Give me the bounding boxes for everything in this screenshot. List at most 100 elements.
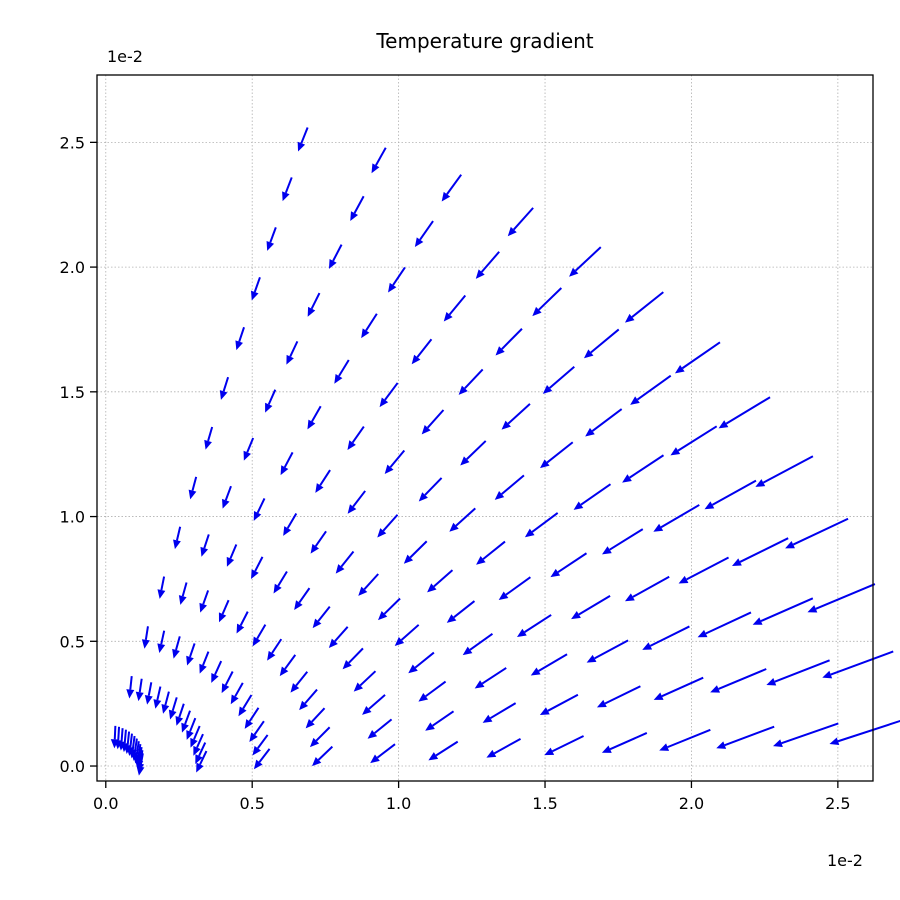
vector-arrow xyxy=(822,650,894,679)
y-tick-label: 1.0 xyxy=(60,508,85,527)
vector-arrow xyxy=(218,599,230,623)
grid-lines xyxy=(97,75,873,781)
vector-arrow xyxy=(243,437,255,461)
arrow-shaft xyxy=(332,244,343,262)
arrow-head xyxy=(312,756,322,767)
arrow-shaft xyxy=(256,624,267,640)
arrow-head xyxy=(250,290,259,301)
vector-arrow xyxy=(178,582,188,605)
arrow-head xyxy=(161,704,170,714)
arrow-shaft xyxy=(203,534,210,549)
vector-arrow xyxy=(362,694,386,715)
vector-arrow xyxy=(110,725,119,749)
arrow-head xyxy=(279,666,289,677)
arrow-shaft xyxy=(837,719,900,743)
arrow-head xyxy=(544,747,555,756)
arrow-head xyxy=(674,364,685,374)
arrow-head xyxy=(583,349,594,359)
arrow-shaft xyxy=(424,477,443,496)
arrow-shaft xyxy=(242,694,253,710)
arrow-shaft xyxy=(389,449,406,468)
arrow-shaft xyxy=(489,702,517,720)
arrow-shaft xyxy=(416,338,433,358)
arrow-shaft xyxy=(156,686,162,701)
vector-arrow xyxy=(697,611,752,638)
vector-arrow xyxy=(421,409,445,435)
arrow-shaft xyxy=(609,732,648,751)
arrow-shaft xyxy=(774,659,830,683)
arrow-shaft xyxy=(426,409,445,429)
arrow-head xyxy=(243,450,251,461)
arrow-head xyxy=(342,660,352,670)
arrow-shaft xyxy=(202,590,210,605)
arrow-shaft xyxy=(538,287,563,311)
arrow-shaft xyxy=(246,437,255,453)
vector-arrow xyxy=(474,667,507,689)
vector-arrow xyxy=(601,732,648,753)
vector-arrow xyxy=(501,403,531,430)
arrow-shaft xyxy=(129,733,133,748)
vector-arrow xyxy=(172,636,181,659)
arrow-shaft xyxy=(315,726,331,742)
arrow-head xyxy=(347,504,357,514)
arrow-shaft xyxy=(376,743,396,759)
arrow-head xyxy=(371,163,380,174)
vector-arrow xyxy=(704,479,757,510)
vector-arrow xyxy=(175,703,185,726)
arrow-shaft xyxy=(632,575,670,598)
vector-arrow xyxy=(785,517,849,549)
arrow-shaft xyxy=(414,651,435,669)
vector-arrow xyxy=(157,630,166,653)
arrow-head xyxy=(199,663,207,674)
vector-arrow xyxy=(384,449,406,475)
arrow-head xyxy=(190,737,198,748)
vector-arrow xyxy=(238,694,253,717)
vector-arrow xyxy=(829,719,900,746)
arrow-shaft xyxy=(629,454,665,479)
arrow-shaft xyxy=(234,682,244,697)
arrow-head xyxy=(168,709,177,720)
vector-arrow xyxy=(305,707,326,729)
arrow-head xyxy=(602,546,612,555)
vector-arrow xyxy=(273,570,288,594)
vector-arrow xyxy=(307,405,322,430)
vector-arrow xyxy=(286,340,299,365)
vector-arrow xyxy=(370,743,396,764)
arrow-head xyxy=(822,670,833,679)
vector-arrow xyxy=(517,614,552,638)
vector-arrow xyxy=(573,483,612,510)
arrow-shaft xyxy=(557,552,588,573)
arrow-head xyxy=(193,745,201,756)
arrow-head xyxy=(532,306,542,317)
vector-arrow xyxy=(250,277,261,301)
arrow-shaft xyxy=(590,328,620,354)
arrow-shaft xyxy=(238,326,245,342)
arrow-head xyxy=(428,752,439,761)
vector-arrow xyxy=(328,626,349,649)
arrow-shaft xyxy=(551,735,584,753)
vector-arrow xyxy=(394,624,420,647)
arrow-head xyxy=(236,623,245,634)
vector-arrow xyxy=(196,750,208,773)
y-tick-label: 2.0 xyxy=(60,258,85,277)
arrow-head xyxy=(569,267,579,277)
arrow-head xyxy=(731,558,742,566)
vector-arrow xyxy=(266,227,277,251)
vector-arrow xyxy=(807,583,876,613)
vector-arrow xyxy=(495,328,523,356)
arrow-shaft xyxy=(160,576,166,591)
vector-arrow xyxy=(674,341,721,374)
arrow-shaft xyxy=(178,703,185,718)
vector-arrow xyxy=(135,678,144,702)
vector-arrow xyxy=(441,174,462,202)
vector-arrow xyxy=(427,569,454,593)
arrow-head xyxy=(305,719,315,729)
arrow-head xyxy=(653,523,664,532)
arrow-head xyxy=(218,612,227,623)
arrow-head xyxy=(230,694,239,705)
arrow-shaft xyxy=(258,748,271,763)
vector-arrow xyxy=(653,676,704,700)
arrow-shaft xyxy=(815,583,876,610)
arrow-shaft xyxy=(574,246,602,272)
arrow-shaft xyxy=(256,498,266,514)
